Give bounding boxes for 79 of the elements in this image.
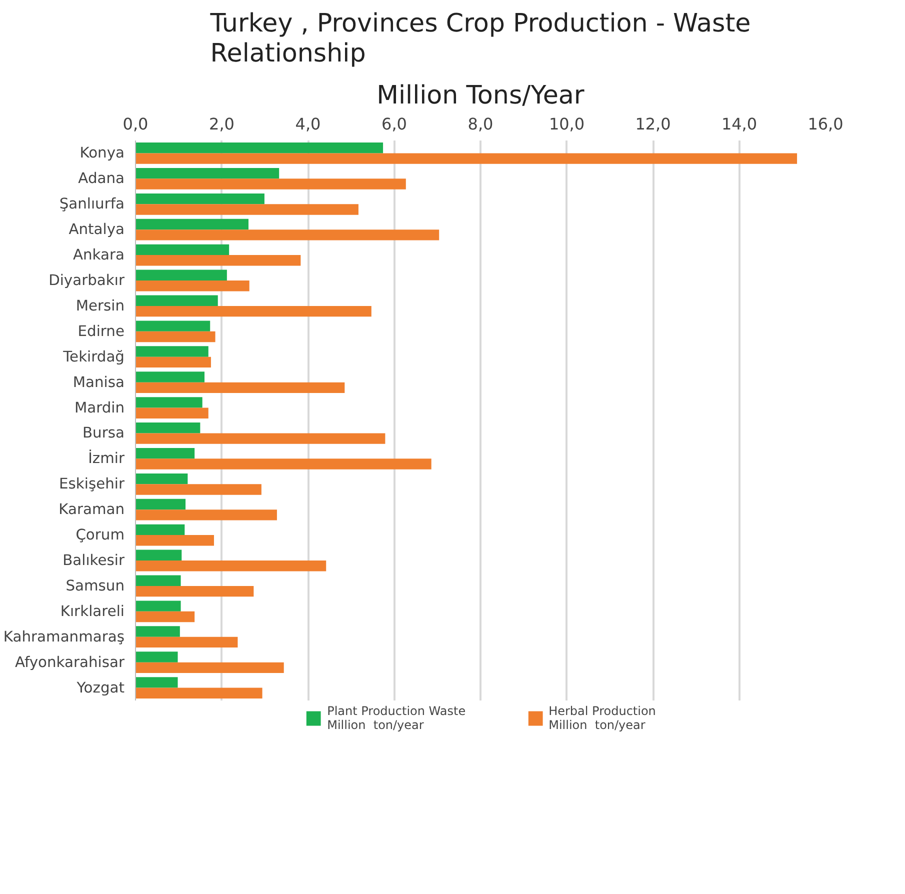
bar — [136, 473, 188, 484]
bar — [136, 230, 440, 240]
bar — [136, 575, 181, 586]
y-tick-label: Konya — [80, 144, 125, 162]
bar — [136, 178, 406, 190]
bar — [136, 372, 204, 382]
x-tick-label: 16,0 — [808, 114, 844, 134]
bar — [136, 255, 301, 266]
bar — [136, 448, 195, 459]
bar — [136, 652, 178, 662]
bar — [136, 356, 211, 368]
bar — [136, 498, 186, 510]
bar — [136, 270, 227, 280]
bar — [136, 168, 280, 179]
y-tick-label: Adana — [78, 170, 125, 188]
bar — [136, 662, 284, 674]
x-tick-label: 2,0 — [209, 114, 234, 134]
y-tick-label: Mardin — [74, 399, 125, 416]
bar — [136, 677, 178, 688]
bar — [136, 586, 254, 597]
y-tick-label: Kahramanmaraş — [3, 628, 125, 646]
bar — [136, 626, 180, 637]
bar — [136, 193, 264, 204]
bar — [136, 524, 185, 536]
y-tick-label: Edirne — [78, 322, 125, 340]
x-tick-label: 12,0 — [635, 114, 671, 134]
bar — [136, 331, 216, 342]
chart-subtitle: Million Tons/Year — [376, 80, 585, 110]
bar — [136, 382, 345, 394]
y-tick-label: Karaman — [58, 501, 124, 518]
chart-title: Turkey , Provinces Crop Production - Waste Relationship — [209, 8, 751, 68]
y-tick-label: İzmir — [88, 449, 126, 468]
bar — [136, 320, 210, 332]
y-tick-label: Yozgat — [76, 679, 125, 696]
bar — [136, 600, 181, 612]
x-tick-label: 6,0 — [382, 114, 407, 134]
x-tick-label: 4,0 — [295, 114, 321, 134]
bar — [136, 688, 262, 698]
bar — [136, 295, 218, 306]
bar — [136, 611, 195, 622]
y-tick-label: Afyonkarahisar — [14, 654, 126, 671]
bar — [136, 510, 277, 520]
bar — [136, 204, 358, 215]
legend-label: Plant Production Waste Million ton/year — [327, 704, 466, 732]
y-tick-label: Diyarbakır — [48, 272, 126, 289]
y-tick-label: Balıkesir — [62, 552, 126, 569]
bar — [136, 244, 230, 256]
y-tick-label: Antalya — [68, 221, 125, 238]
y-tick-label: Tekirdağ — [62, 348, 125, 366]
y-tick-label: Bursa — [82, 424, 125, 442]
bar — [136, 560, 326, 572]
x-tick-label: 10,0 — [548, 114, 585, 134]
bar — [136, 346, 208, 357]
y-tick-label: Mersin — [76, 297, 125, 314]
bar — [136, 142, 384, 154]
y-tick-label: Şanlıurfa — [59, 196, 125, 213]
bar — [136, 550, 182, 560]
bar — [136, 535, 214, 546]
legend-label: Herbal Production Million ton/year — [548, 704, 656, 732]
y-tick-label: Çorum — [76, 526, 125, 544]
bar — [136, 484, 262, 495]
bar — [136, 433, 386, 444]
x-tick-label: 0,0 — [122, 114, 148, 134]
y-tick-label: Ankara — [72, 246, 125, 264]
bar — [136, 458, 432, 470]
bar — [136, 408, 208, 418]
bar — [136, 280, 250, 292]
bar — [136, 153, 798, 164]
x-tick-label: 8,0 — [468, 114, 494, 134]
bar — [136, 397, 202, 408]
y-tick-label: Kırklareli — [60, 602, 125, 620]
y-tick-label: Manisa — [72, 374, 125, 391]
y-tick-label: Eskişehir — [59, 476, 126, 493]
bar — [136, 218, 248, 230]
y-tick-label: Samsun — [66, 577, 125, 594]
x-tick-label: 14,0 — [721, 114, 758, 134]
bar — [136, 636, 238, 648]
bar — [136, 422, 200, 434]
bar — [136, 306, 372, 317]
